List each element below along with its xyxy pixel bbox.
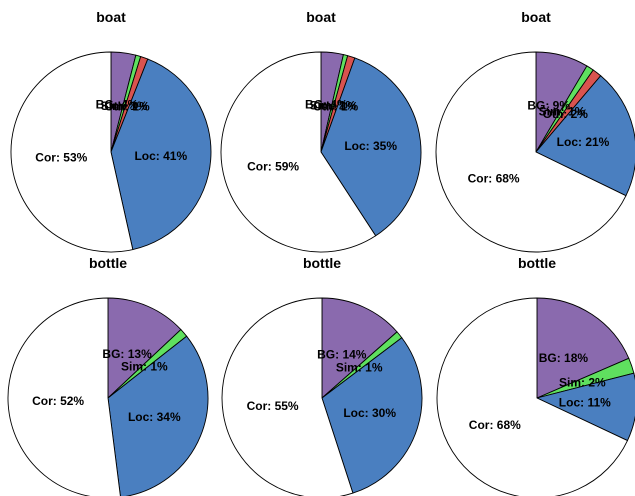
slice-label-loc: Loc: 30%	[343, 406, 396, 420]
slice-label-cor: Cor: 68%	[468, 172, 520, 186]
slice-label-cor: Cor: 68%	[469, 418, 521, 432]
slice-label-bg: BG: 4%	[96, 97, 139, 111]
pie-slice-loc	[320, 57, 422, 237]
chart-title: bottle	[89, 255, 127, 271]
pie-slice-cor	[436, 297, 629, 496]
chart-title: boat	[306, 9, 336, 25]
pie-slice-cor	[7, 297, 121, 496]
pie-slice-cor	[221, 297, 354, 496]
slice-label-loc: Loc: 21%	[557, 135, 610, 149]
slice-label-oth: Oth: 2%	[543, 107, 589, 121]
pie-chart-2: boat BG: 4%Sim: 1%Oth: 1% Loc: 35% Cor: 59%	[220, 9, 422, 253]
pie-chart-5: bottle BG: 14%Sim: 1% Loc: 30% Cor: 55%	[221, 255, 423, 496]
pie-chart-4: bottle BG: 13%Sim: 1% Loc: 34% Cor: 52%	[7, 255, 209, 496]
slice-label-loc: Loc: 34%	[128, 410, 181, 424]
slice-label-sim: Sim: 1%	[121, 360, 168, 374]
pie-chart-3: boat BG: 9%Sim: 1%Oth: 2% Loc: 21% Cor: 68%	[435, 9, 635, 253]
slice-label-bg: BG: 9%	[527, 99, 570, 113]
pie-slice-bg	[107, 297, 182, 400]
pie-slice-cor	[10, 51, 134, 253]
slice-label-cor: Cor: 59%	[247, 159, 299, 173]
slice-label-cor: Cor: 53%	[35, 151, 87, 165]
pie-slice-loc	[107, 335, 209, 496]
pie-slice-loc	[535, 75, 635, 197]
slice-label-cor: Cor: 52%	[32, 394, 84, 408]
pie-slice-loc	[535, 372, 635, 442]
slice-label-oth: Oth: 1%	[104, 100, 150, 114]
slice-label-bg: BG: 13%	[102, 347, 152, 361]
slice-label-bg: BG: 4%	[305, 97, 348, 111]
pie-slice-cor	[220, 51, 377, 253]
slice-label-sim: Sim: 1%	[309, 99, 356, 113]
slice-label-sim: Sim: 1%	[336, 361, 383, 375]
pie-slice-loc	[321, 337, 423, 494]
pie-slice-loc	[110, 58, 212, 251]
slice-label-cor: Cor: 55%	[247, 399, 299, 413]
slice-label-sim: Sim: 1%	[101, 99, 148, 113]
slice-label-sim: Sim: 1%	[539, 105, 586, 119]
pie-slice-bg	[321, 297, 398, 399]
slice-label-bg: BG: 18%	[539, 351, 589, 365]
chart-title: boat	[96, 9, 126, 25]
slice-label-loc: Loc: 41%	[134, 149, 187, 163]
pie-slice-cor	[435, 51, 627, 253]
chart-title: bottle	[518, 255, 556, 271]
pie-chart-6: bottle BG: 18% Sim: 2% Loc: 11% Cor: 68%	[436, 255, 635, 496]
pie-slice-bg	[536, 297, 630, 399]
chart-title: boat	[521, 9, 551, 25]
slice-label-oth: Oth: 1%	[313, 99, 359, 113]
slice-label-bg: BG: 14%	[317, 347, 367, 361]
slice-label-loc: Loc: 11%	[559, 396, 611, 410]
chart-title: bottle	[303, 255, 341, 271]
slice-label-sim: Sim: 2%	[559, 376, 606, 390]
slice-label-loc: Loc: 35%	[344, 139, 397, 153]
pie-chart-1: boat BG: 4%Sim: 1%Oth: 1% Loc: 41% Cor: 53%	[10, 9, 212, 253]
